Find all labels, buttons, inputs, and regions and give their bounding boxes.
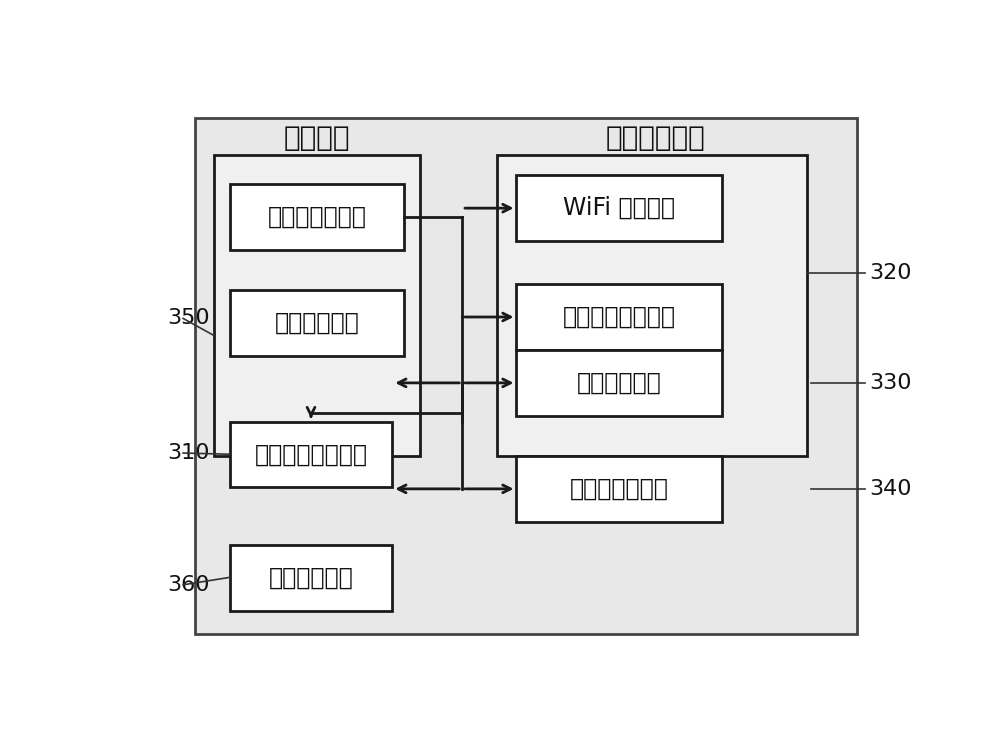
- Text: 第二传感器模块: 第二传感器模块: [570, 477, 668, 501]
- Text: 卫星定位模块: 卫星定位模块: [577, 371, 661, 395]
- Text: 第二系统控制模块: 第二系统控制模块: [254, 443, 368, 466]
- Text: 太阳能充电模块: 太阳能充电模块: [267, 205, 366, 228]
- FancyBboxPatch shape: [195, 118, 857, 634]
- Text: 供电模块: 供电模块: [284, 124, 350, 152]
- FancyBboxPatch shape: [230, 422, 392, 487]
- FancyBboxPatch shape: [230, 289, 404, 356]
- FancyBboxPatch shape: [516, 284, 722, 350]
- Text: 第二通信模块: 第二通信模块: [606, 124, 706, 152]
- Text: 350: 350: [168, 309, 210, 328]
- Text: 360: 360: [168, 575, 210, 594]
- Text: 位置固定部件: 位置固定部件: [269, 565, 353, 590]
- Text: 310: 310: [168, 443, 210, 463]
- FancyBboxPatch shape: [230, 545, 392, 611]
- FancyBboxPatch shape: [516, 175, 722, 241]
- FancyBboxPatch shape: [214, 155, 420, 456]
- FancyBboxPatch shape: [497, 155, 807, 456]
- FancyBboxPatch shape: [516, 456, 722, 522]
- FancyBboxPatch shape: [230, 184, 404, 250]
- FancyBboxPatch shape: [516, 350, 722, 416]
- Text: 320: 320: [869, 263, 912, 283]
- Text: 声波换能通信模块: 声波换能通信模块: [563, 305, 676, 329]
- Text: 电池供电模块: 电池供电模块: [274, 311, 359, 335]
- Text: 330: 330: [869, 373, 912, 393]
- Text: WiFi 通信模块: WiFi 通信模块: [563, 196, 675, 220]
- Text: 340: 340: [869, 479, 912, 499]
